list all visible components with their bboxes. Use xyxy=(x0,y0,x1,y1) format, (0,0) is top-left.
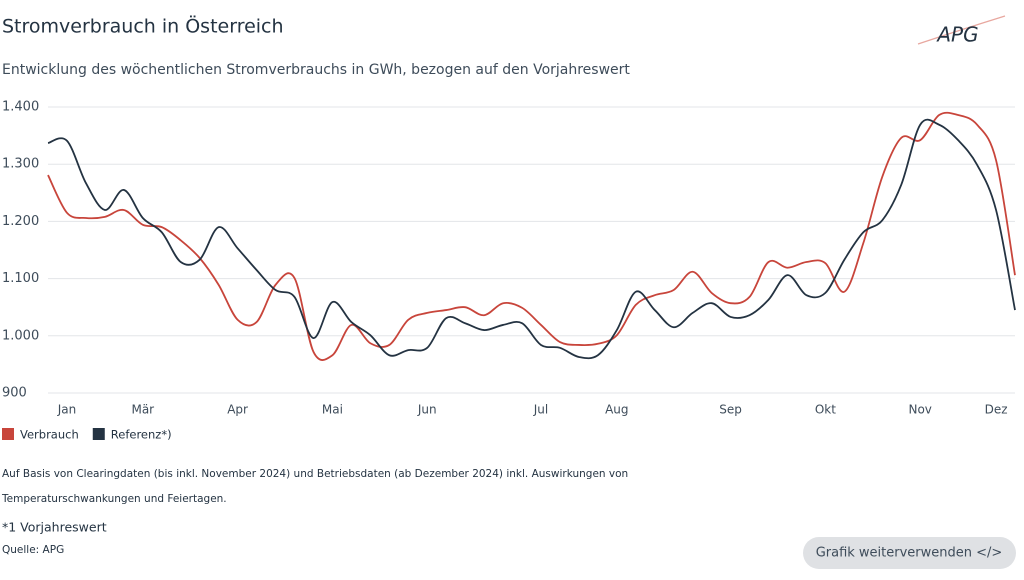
y-tick-label: 1.000 xyxy=(2,328,39,343)
x-tick-label: Mai xyxy=(322,403,343,417)
chart-subtitle: Entwicklung des wöchentlichen Stromverbr… xyxy=(2,62,630,78)
line xyxy=(47,111,1016,361)
x-tick-label: Sep xyxy=(719,403,742,417)
legend-swatch xyxy=(92,428,105,440)
share-button-label[interactable]: Grafik weiterverwenden </> xyxy=(816,546,1003,561)
footnote: *1 Vorjahreswert xyxy=(2,520,107,535)
line xyxy=(47,118,1016,360)
x-tick-label: Mär xyxy=(131,403,154,417)
x-tick-label: Dez xyxy=(985,403,1008,417)
x-tick-label: Jan xyxy=(57,403,77,417)
x-tick-label: Aug xyxy=(605,403,628,417)
logo: APG xyxy=(935,23,978,47)
share-button[interactable] xyxy=(803,537,1016,569)
y-tick-label: 1.200 xyxy=(2,214,39,229)
note: Temperaturschwankungen und Feiertagen. xyxy=(1,493,227,505)
y-tick-label: 1.300 xyxy=(2,157,39,172)
chart-title: Stromverbrauch in Österreich xyxy=(2,15,284,38)
x-tick-label: Nov xyxy=(908,403,931,417)
source: Quelle: APG xyxy=(2,544,64,556)
y-tick-label: 900 xyxy=(2,386,27,401)
legend-swatch xyxy=(2,428,14,440)
legend-label: Verbrauch xyxy=(20,428,79,442)
x-tick-label: Jul xyxy=(533,403,548,417)
legend-label: Referenz*) xyxy=(111,428,172,442)
x-tick-label: Apr xyxy=(227,403,248,417)
logo-swoosh xyxy=(917,15,1006,45)
y-tick-label: 1.100 xyxy=(2,271,39,286)
x-tick-label: Okt xyxy=(815,403,836,417)
x-tick-label: Jun xyxy=(417,403,437,417)
y-tick-label: 1.400 xyxy=(2,100,39,115)
note: Auf Basis von Clearingdaten (bis inkl. N… xyxy=(2,468,628,480)
